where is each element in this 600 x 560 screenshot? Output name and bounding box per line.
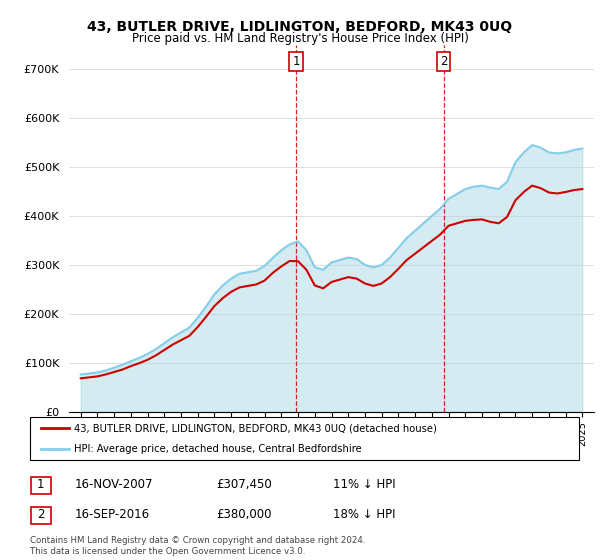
Text: 1: 1 bbox=[292, 55, 300, 68]
Text: £380,000: £380,000 bbox=[216, 507, 271, 521]
Text: 16-SEP-2016: 16-SEP-2016 bbox=[75, 507, 150, 521]
Text: £307,450: £307,450 bbox=[216, 478, 272, 491]
Text: HPI: Average price, detached house, Central Bedfordshire: HPI: Average price, detached house, Cent… bbox=[74, 444, 362, 454]
Text: 2: 2 bbox=[440, 55, 448, 68]
Text: 43, BUTLER DRIVE, LIDLINGTON, BEDFORD, MK43 0UQ (detached house): 43, BUTLER DRIVE, LIDLINGTON, BEDFORD, M… bbox=[74, 423, 437, 433]
Text: 11% ↓ HPI: 11% ↓ HPI bbox=[333, 478, 395, 491]
Text: Price paid vs. HM Land Registry's House Price Index (HPI): Price paid vs. HM Land Registry's House … bbox=[131, 32, 469, 45]
Text: 43, BUTLER DRIVE, LIDLINGTON, BEDFORD, MK43 0UQ: 43, BUTLER DRIVE, LIDLINGTON, BEDFORD, M… bbox=[88, 20, 512, 34]
Text: 1: 1 bbox=[37, 478, 44, 491]
Text: 18% ↓ HPI: 18% ↓ HPI bbox=[333, 507, 395, 521]
Text: 16-NOV-2007: 16-NOV-2007 bbox=[75, 478, 154, 491]
Text: 2: 2 bbox=[37, 507, 44, 521]
Text: Contains HM Land Registry data © Crown copyright and database right 2024.
This d: Contains HM Land Registry data © Crown c… bbox=[30, 536, 365, 556]
